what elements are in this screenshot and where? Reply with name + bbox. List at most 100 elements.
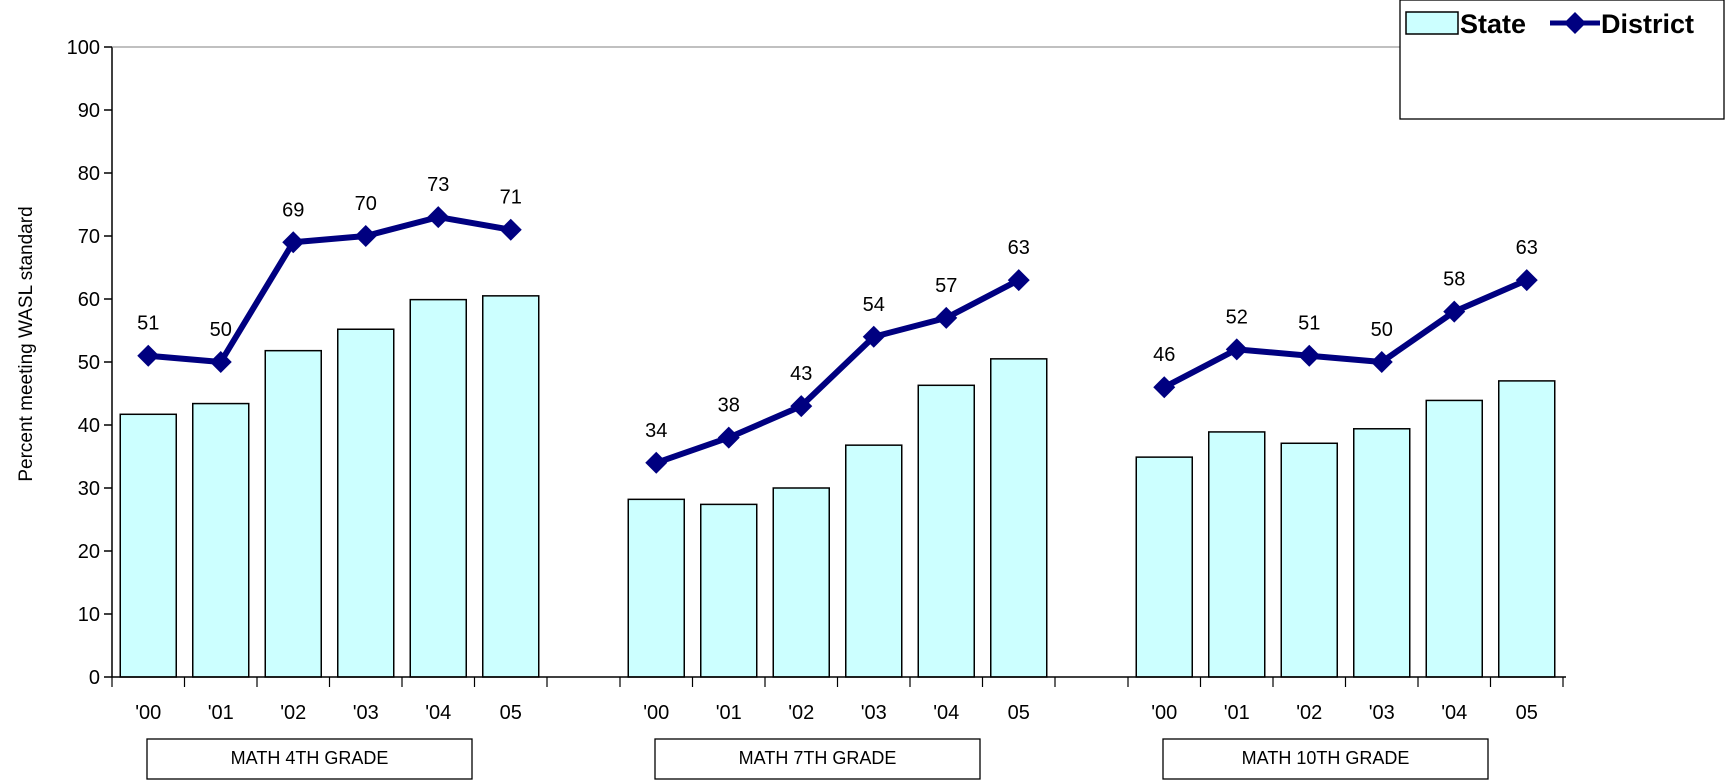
district-marker: [209, 351, 232, 373]
y-tick-label: 30: [78, 478, 100, 500]
y-tick-label: 70: [78, 226, 100, 248]
district-marker: [282, 231, 305, 254]
x-tick-label: '01: [716, 702, 742, 724]
data-label: 43: [790, 363, 812, 385]
legend-state-swatch: [1405, 11, 1459, 35]
bar-state: [1280, 442, 1338, 678]
x-tick-label: '04: [933, 702, 959, 724]
data-label: 51: [137, 313, 159, 335]
district-marker: [1298, 344, 1321, 367]
district-marker: [1515, 269, 1538, 292]
district-marker: [717, 426, 740, 449]
line-series-district: 51 50 69 70 73 71 34 38 43 54 57 63 46 52 51 50 58 63: [137, 174, 1538, 474]
data-label: 54: [863, 294, 885, 316]
x-tick-label: '00: [135, 702, 161, 724]
data-label: 73: [427, 174, 449, 196]
district-marker: [427, 206, 450, 229]
data-label: 50: [210, 319, 232, 341]
data-label: 57: [935, 275, 957, 297]
x-tick-label: '00: [643, 702, 669, 724]
x-tick-label: '01: [208, 702, 234, 724]
data-label: 69: [282, 199, 304, 221]
x-tick-label: 05: [1008, 702, 1030, 724]
district-marker: [1443, 300, 1466, 323]
data-label: 63: [1008, 237, 1030, 259]
x-tick-label: '02: [788, 702, 814, 724]
data-label: 34: [645, 420, 667, 442]
data-label: 52: [1226, 306, 1248, 328]
y-tick-label: 40: [78, 415, 100, 437]
data-label: 38: [718, 395, 740, 417]
group-label-box: [1162, 738, 1489, 780]
bar-state: [192, 402, 250, 678]
district-line: [147, 214, 512, 365]
data-label: 50: [1371, 319, 1393, 341]
legend-state-label: State: [1460, 9, 1526, 39]
bar-state: [1425, 399, 1483, 678]
district-marker: [1370, 351, 1393, 373]
x-tick-label: 05: [1516, 702, 1538, 724]
data-label: 46: [1153, 344, 1175, 366]
x-tick-label: '04: [1441, 702, 1467, 724]
bar-state: [1135, 456, 1193, 678]
y-tick-label: 10: [78, 604, 100, 626]
x-tick-label: '01: [1224, 702, 1250, 724]
x-tick-label: 05: [500, 702, 522, 724]
legend-district-label: District: [1601, 9, 1694, 39]
district-marker: [1153, 376, 1176, 399]
y-axis: 0 10 20 30 40 50 60 70 80 90 100: [67, 37, 1566, 689]
y-tick-label: 100: [67, 37, 100, 59]
bar-state: [264, 349, 322, 678]
group-label-box: [654, 738, 981, 780]
bar-state: [990, 358, 1048, 678]
y-tick-label: 0: [89, 667, 100, 689]
district-marker: [935, 306, 958, 329]
x-tick-label: '04: [425, 702, 451, 724]
data-label: 63: [1516, 237, 1538, 259]
district-marker: [790, 395, 813, 418]
bar-state: [1353, 428, 1411, 678]
bar-state: [700, 503, 758, 678]
bar-state: [1498, 380, 1556, 678]
x-tick-label: '03: [1369, 702, 1395, 724]
data-label: 71: [500, 187, 522, 209]
district-marker: [137, 344, 160, 367]
district-marker: [862, 325, 885, 348]
x-tick-label: '00: [1151, 702, 1177, 724]
data-label: 51: [1298, 313, 1320, 335]
bar-state: [772, 487, 830, 678]
y-tick-label: 50: [78, 352, 100, 374]
bar-series-state: [119, 295, 1556, 678]
group-label: MATH 10TH GRADE: [1242, 748, 1410, 768]
bar-state: [917, 384, 975, 678]
data-label: 70: [355, 193, 377, 215]
x-axis: '00 '01 '02 '03 '04 05 MATH 4TH GRADE '00 '01 '02…: [111, 676, 1566, 780]
district-marker: [354, 225, 377, 247]
bar-state: [627, 498, 685, 678]
y-tick-label: 90: [78, 100, 100, 122]
y-tick-label: 20: [78, 541, 100, 563]
group-label: MATH 7TH GRADE: [739, 748, 897, 768]
bar-state: [482, 295, 540, 678]
bar-state: [119, 413, 177, 678]
x-tick-label: '03: [353, 702, 379, 724]
y-tick-label: 80: [78, 163, 100, 185]
group-label: MATH 4TH GRADE: [231, 748, 389, 768]
x-tick-label: '03: [861, 702, 887, 724]
district-line: [1162, 277, 1528, 390]
district-marker: [1007, 269, 1030, 292]
district-marker: [1225, 338, 1248, 361]
district-line: [655, 277, 1021, 466]
x-tick-label: '02: [280, 702, 306, 724]
y-axis-title: Percent meeting WASL standard: [16, 206, 37, 481]
legend: State District: [1399, 0, 1725, 120]
district-marker: [645, 451, 668, 474]
y-tick-label: 60: [78, 289, 100, 311]
data-label: 58: [1443, 269, 1465, 291]
bar-state: [1208, 431, 1266, 678]
group-label-box: [146, 738, 473, 780]
x-tick-label: '02: [1296, 702, 1322, 724]
bar-state: [337, 328, 395, 678]
legend-district-marker: [1564, 12, 1586, 34]
